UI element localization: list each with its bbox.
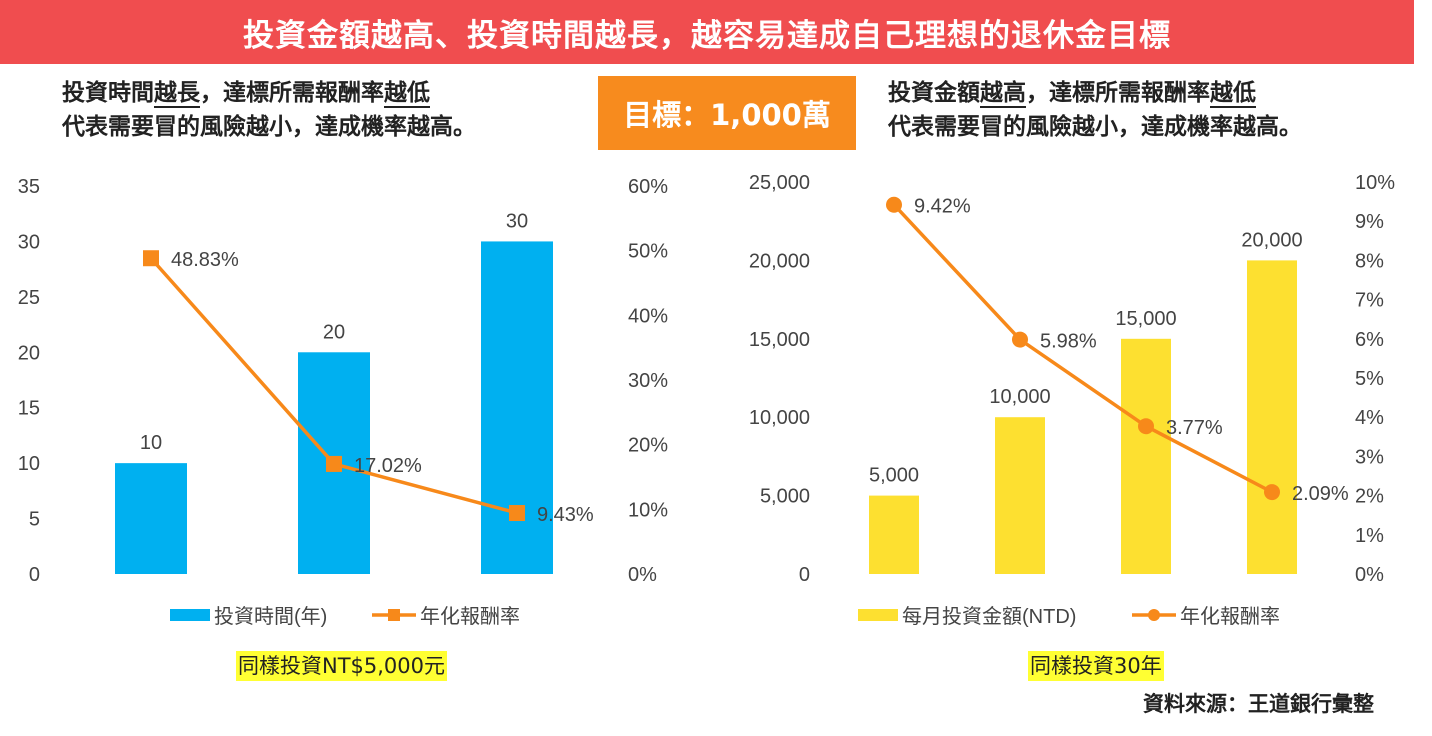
right-heading-pre: 投資金額 [888,80,980,106]
right-chart-rate-label: 5.98% [1040,331,1097,353]
right-chart-rate-label: 3.77% [1166,417,1223,439]
right-heading-mid: ，達標所需報酬率 [1026,80,1210,106]
left-chart-bar-label: 20 [323,321,345,343]
right-chart-y-right-tick: 1% [1355,525,1384,547]
right-chart-rate-marker [1012,331,1028,348]
right-chart-rate-marker [1264,484,1280,501]
right-chart-rate-marker [886,196,902,213]
left-chart-y-right-tick: 50% [628,241,668,263]
right-heading-line2: 代表需要冒的風險越小，達成機率越高。 [888,114,1302,140]
left-chart-y-left-tick: 30 [18,231,40,253]
left-heading-pre: 投資時間 [62,80,154,106]
left-chart-y-right-tick: 40% [628,305,668,327]
left-chart-bar-label: 30 [506,210,528,232]
left-chart-y-left-tick: 20 [18,342,40,364]
left-chart-rate-marker [143,250,159,267]
left-heading-emphasis-2: 越低 [384,80,430,108]
source-credit: 資料來源：王道銀行彙整 [1143,692,1374,716]
right-chart-bar [1247,260,1297,574]
left-chart-legend-bar-swatch [170,609,210,621]
right-chart-y-left-tick: 0 [799,564,810,586]
left-chart-legend-bar-label: 投資時間(年) [214,605,327,628]
left-note: 同樣投資NT$5,000元 [236,651,448,681]
target-box: 目標：1,000萬 [598,76,856,150]
right-heading-emphasis-2: 越低 [1210,80,1256,108]
right-chart-y-right-tick: 8% [1355,250,1384,272]
left-heading-line1: 投資時間越長，達標所需報酬率越低 [62,76,476,110]
right-heading: 投資金額越高，達標所需報酬率越低 代表需要冒的風險越小，達成機率越高。 [888,76,1302,144]
right-heading-emphasis-1: 越高 [980,80,1026,108]
left-heading-mid: ，達標所需報酬率 [200,80,384,106]
chart-investment-period: 0 5 10 15 20 25 30 35 0% 10% 20% 30% 40% 50% 60% 10 20 30… [18,176,668,628]
left-chart-y-left-tick: 15 [18,398,40,420]
right-heading-line1: 投資金額越高，達標所需報酬率越低 [888,76,1302,110]
left-heading-emphasis-1: 越長 [154,80,200,108]
left-chart-rate-label: 17.02% [354,455,422,477]
left-chart-legend-line-label: 年化報酬率 [420,605,520,628]
right-chart-rate-label: 9.42% [914,196,971,218]
left-chart-rate-marker [326,455,342,472]
right-chart-y-left-tick: 5,000 [760,486,810,508]
right-chart-bar [869,495,919,574]
right-chart-y-right-tick: 10% [1355,172,1395,194]
left-chart-rate-marker [509,505,525,522]
left-heading-line2: 代表需要冒的風險越小，達成機率越高。 [62,114,476,140]
left-chart-y-left-tick: 35 [18,176,40,198]
right-chart-y-left-tick: 20,000 [749,250,810,272]
left-chart-y-right-tick: 0% [628,564,657,586]
right-chart-legend-bar-label: 每月投資金額(NTD) [902,605,1076,628]
right-chart-y-left-tick: 25,000 [749,172,810,194]
right-chart-y-right-tick: 4% [1355,407,1384,429]
right-chart-bar [1121,338,1171,574]
right-chart-y-right-tick: 9% [1355,211,1384,233]
right-chart-bar-label: 10,000 [989,386,1050,408]
left-chart-y-left-tick: 5 [29,509,40,531]
left-chart-y-left-tick: 25 [18,287,40,309]
right-chart-bar-label: 20,000 [1241,229,1302,251]
left-chart-y-right-tick: 30% [628,370,668,392]
right-chart-y-right-tick: 6% [1355,329,1384,351]
right-chart-y-left-tick: 10,000 [749,407,810,429]
left-chart-rate-label: 9.43% [537,504,594,526]
right-chart-bar-label: 15,000 [1115,308,1176,330]
right-chart-y-right-tick: 2% [1355,486,1384,508]
right-chart-y-right-tick: 0% [1355,564,1384,586]
left-chart-legend-line-marker [388,609,400,621]
right-chart-y-right-tick: 5% [1355,368,1384,390]
right-chart-legend-line-marker [1148,609,1160,621]
left-chart-bar-label: 10 [140,432,162,454]
right-chart-legend-bar-swatch [858,609,898,621]
right-chart-legend-line-label: 年化報酬率 [1180,605,1280,628]
left-heading: 投資時間越長，達標所需報酬率越低 代表需要冒的風險越小，達成機率越高。 [62,76,476,144]
left-chart-bar [115,463,187,574]
right-chart-y-left-tick: 15,000 [749,329,810,351]
left-chart-y-left-tick: 10 [18,453,40,475]
left-chart-y-right-tick: 10% [628,499,668,521]
left-chart-rate-label: 48.83% [171,249,239,271]
banner-title: 投資金額越高、投資時間越長，越容易達成自己理想的退休金目標 [0,0,1414,64]
right-note: 同樣投資30年 [1028,651,1164,681]
right-chart-bar-label: 5,000 [869,465,919,487]
right-chart-y-right-tick: 7% [1355,290,1384,312]
left-chart-y-right-tick: 20% [628,435,668,457]
right-chart-rate-marker [1138,418,1154,435]
right-chart-rate-line [892,203,1273,494]
left-chart-y-right-tick: 60% [628,176,668,198]
right-chart-rate-label: 2.09% [1292,483,1349,505]
left-chart-y-left-tick: 0 [29,564,40,586]
right-chart-bar [995,417,1045,574]
right-chart-y-right-tick: 3% [1355,446,1384,468]
